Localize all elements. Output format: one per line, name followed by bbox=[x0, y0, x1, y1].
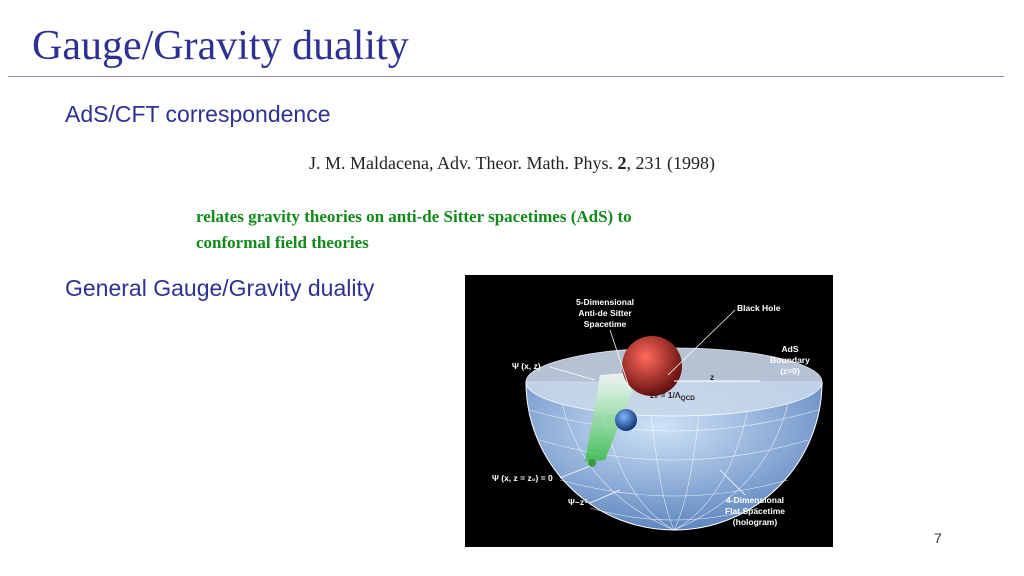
leader-line bbox=[559, 465, 591, 479]
heading: AdS/CFT correspondence bbox=[65, 101, 331, 127]
figure-label: Spacetime bbox=[584, 319, 627, 329]
citation-rest: , 231 (1998) bbox=[626, 153, 715, 173]
figure-label: Anti-de Sitter bbox=[578, 308, 632, 318]
figure-label: Ψ~z⁵ bbox=[568, 497, 588, 507]
leader-line bbox=[589, 489, 621, 504]
heading: General Gauge/Gravity duality bbox=[65, 275, 375, 301]
figure-label: 5-Dimensional bbox=[576, 297, 634, 307]
citation-volume: 2 bbox=[617, 153, 627, 173]
small-sphere bbox=[588, 459, 596, 467]
figure-label: Ψ (x, z = z₀) = 0 bbox=[492, 473, 553, 483]
leader-line bbox=[549, 366, 596, 381]
figure-label: z bbox=[710, 372, 714, 382]
note-line: conformal field theories bbox=[196, 233, 369, 252]
page-number: 7 bbox=[934, 530, 942, 546]
wave-beam bbox=[585, 372, 640, 462]
figure-label: AdS bbox=[782, 344, 799, 354]
note-line: relates gravity theories on anti-de Sitt… bbox=[196, 207, 632, 226]
title-rule bbox=[8, 76, 1004, 77]
figure-label: Black Hole bbox=[737, 303, 781, 313]
figure-label: Ψ (x, z) bbox=[512, 361, 541, 371]
brane-sphere bbox=[615, 409, 637, 431]
figure-label: z₀ = 1/Λ bbox=[650, 390, 681, 400]
figure-label: z₀ = 1/ΛQCD bbox=[650, 390, 695, 402]
black-hole bbox=[622, 336, 682, 396]
hologram-figure: 5-Dimensional Anti-de Sitter Spacetime B… bbox=[465, 275, 833, 547]
figure-label: (hologram) bbox=[733, 517, 778, 527]
figure-label: QCD bbox=[681, 395, 696, 402]
citation: J. M. Maldacena, Adv. Theor. Math. Phys.… bbox=[0, 153, 1024, 174]
citation-authors: J. M. Maldacena, Adv. Theor. Math. Phys. bbox=[309, 153, 613, 173]
figure-label: 4-Dimensional bbox=[726, 495, 784, 505]
figure-label: (z=0) bbox=[780, 366, 800, 376]
leader-line bbox=[719, 469, 746, 496]
figure-label: Flat Spacetime bbox=[725, 506, 785, 516]
slide-title: Gauge/Gravity duality bbox=[32, 23, 409, 69]
figure-label: Boundary bbox=[770, 355, 810, 365]
leader-line bbox=[609, 329, 631, 391]
leader-line bbox=[667, 309, 736, 376]
